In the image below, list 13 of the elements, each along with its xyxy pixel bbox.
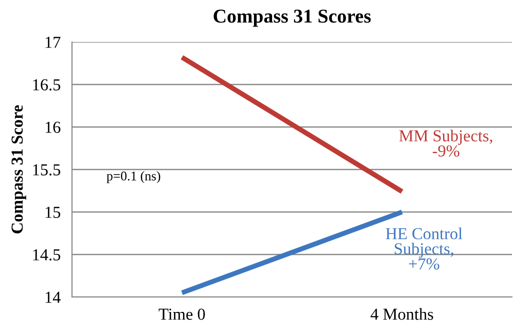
y-tick-label: 15 xyxy=(46,206,60,218)
x-tick-label: Time 0 xyxy=(158,308,205,320)
chart-title: Compass 31 Scores xyxy=(214,10,371,27)
series-label: MM Subjects, -9% xyxy=(399,130,492,157)
y-tick-label: 16.5 xyxy=(33,79,60,91)
y-tick-label: 15.5 xyxy=(33,164,60,176)
y-tick-label: 14 xyxy=(46,292,61,303)
y-axis-title: Compass 31 Score xyxy=(12,105,26,234)
y-tick-label: 16 xyxy=(46,122,60,133)
annotation: p=0.1 (ns) xyxy=(106,171,160,184)
x-tick-label: 4 Months xyxy=(370,308,434,320)
y-tick-label: 17 xyxy=(46,36,60,48)
y-tick-label: 14.5 xyxy=(33,249,60,261)
